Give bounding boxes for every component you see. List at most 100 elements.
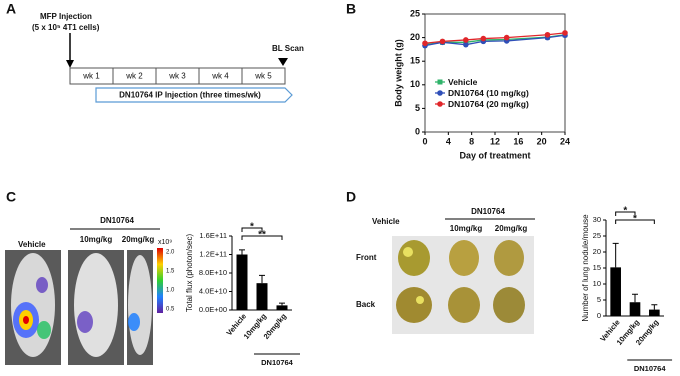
significance-label: ** (258, 230, 266, 241)
bar (236, 254, 248, 310)
scale-tick-label: 2.0 (166, 250, 175, 256)
scale-unit: x10⁹ (158, 239, 172, 246)
color-scale (157, 248, 163, 313)
arrow-head (278, 58, 288, 66)
y-tick-label: 0.0E+00 (199, 305, 227, 314)
error-bar (612, 242, 619, 268)
group-label: DN10764 (471, 207, 505, 216)
dose-label: 20mg/kg (495, 224, 528, 233)
y-tick-label: 0 (415, 126, 420, 136)
significance-label: * (250, 222, 254, 233)
significance-bracket (615, 211, 636, 216)
significance-label: * (623, 206, 627, 217)
week-label: wk 2 (125, 72, 143, 81)
plot-frame (424, 13, 566, 133)
injection-label: MFP Injection (40, 12, 92, 21)
bar (256, 283, 268, 310)
y-tick-label: 4.0E+10 (199, 286, 227, 295)
marker (544, 31, 551, 38)
y-tick-label: 20 (410, 32, 420, 42)
cells-label: (5 x 10⁵ 4T1 cells) (32, 23, 100, 32)
x-tick-label: 20 (537, 136, 547, 146)
group-label: Vehicle (372, 217, 400, 226)
dose-label: 10mg/kg (450, 224, 483, 233)
x-tick-label: 8 (469, 136, 474, 146)
marker (562, 30, 568, 36)
treatment-arrow (95, 87, 293, 103)
x-tick-label: 0 (422, 136, 427, 146)
x-tick-label: 12 (490, 136, 500, 146)
panel-letter: A (6, 1, 16, 17)
legend-marker (437, 101, 443, 107)
legend-label: DN10764 (10 mg/kg) (448, 88, 529, 98)
group-label: Vehicle (18, 240, 46, 249)
legend-label: Vehicle (448, 77, 478, 87)
error-bar (651, 304, 658, 310)
week-label: wk 3 (168, 72, 186, 81)
y-tick-label: 5 (415, 103, 420, 113)
marker (439, 38, 446, 45)
y-tick-label: 15 (410, 56, 420, 66)
panel-d: D Vehicle DN10764 10mg/kg 20mg/kg Front … (346, 189, 535, 334)
y-tick-label: 1.6E+11 (199, 231, 227, 240)
significance-label: * (633, 214, 637, 225)
error-bar (632, 293, 638, 303)
bar (629, 302, 641, 316)
panel-a: A MFP Injection (5 x 10⁵ 4T1 cells) BL S… (6, 1, 304, 103)
week-label: wk 5 (254, 72, 272, 81)
marker (503, 34, 510, 41)
week-label: wk 4 (211, 72, 229, 81)
legend-label: DN10764 (20 mg/kg) (448, 99, 529, 109)
scale-tick-label: 0.5 (166, 307, 175, 313)
dose-label: 20mg/kg (122, 235, 155, 244)
y-axis-label: Body weight (g) (393, 39, 403, 107)
bar (649, 309, 660, 316)
significance-bracket (241, 235, 283, 240)
legend-marker (437, 90, 443, 96)
y-tick-label: 25 (593, 231, 601, 240)
week-box (241, 67, 286, 85)
bar-chart: 0.0E+00 4.0E+10 8.0E+10 1.2E+11 1.6E+11 Total… (185, 222, 300, 367)
y-axis-label: Number of lung nodule/mouse (581, 214, 590, 322)
scan-label: BL Scan (272, 44, 304, 53)
panel-c: C Vehicle DN10764 10mg/kg 20mg/kg x10⁹ 2… (5, 189, 175, 365)
line-chart: 0 5 10 15 20 25 0 4 8 12 16 20 24 Day of treatment Bod… (393, 8, 570, 160)
error-bar (239, 249, 245, 255)
x-tick-label: 16 (513, 136, 523, 146)
timeline: wk 1 wk 2 wk 3 wk 4 wk 5 (69, 67, 286, 85)
marker (422, 40, 428, 47)
y-tick-label: 10 (593, 279, 601, 288)
y-tick-label: 5 (597, 295, 601, 304)
x-tick-label: 24 (560, 136, 570, 146)
bli-images (5, 250, 153, 365)
scale-ticks: 2.0 1.5 1.0 0.5 (166, 250, 175, 313)
week-label: wk 1 (82, 72, 100, 81)
arrow-head (66, 60, 74, 68)
scale-tick-label: 1.5 (166, 269, 175, 275)
y-tick-label: 30 (593, 215, 601, 224)
significance-bracket (615, 219, 655, 224)
error-bar (279, 302, 285, 306)
lung-images (392, 236, 534, 334)
y-tick-label: 1.2E+11 (199, 249, 227, 258)
panel-letter: B (346, 1, 356, 17)
significance-bracket (241, 227, 263, 232)
x-axis-label: Day of treatment (459, 150, 530, 160)
legend-marker (437, 79, 443, 85)
y-tick-label: 8.0E+10 (199, 268, 227, 277)
group-label: DN10764 (100, 216, 134, 225)
y-tick-label: 20 (593, 247, 601, 256)
dose-label: 10mg/kg (80, 235, 113, 244)
error-bar (259, 274, 265, 284)
row-label: Back (356, 300, 376, 309)
bar (610, 267, 621, 316)
treatment-label: DN10764 IP Injection (three times/wk) (119, 91, 261, 100)
panel-letter: C (6, 189, 16, 205)
row-label: Front (356, 253, 377, 262)
marker (463, 41, 469, 48)
scale-tick-label: 1.0 (166, 288, 175, 294)
y-tick-label: 10 (410, 79, 420, 89)
x-tick-label: 4 (446, 136, 451, 146)
